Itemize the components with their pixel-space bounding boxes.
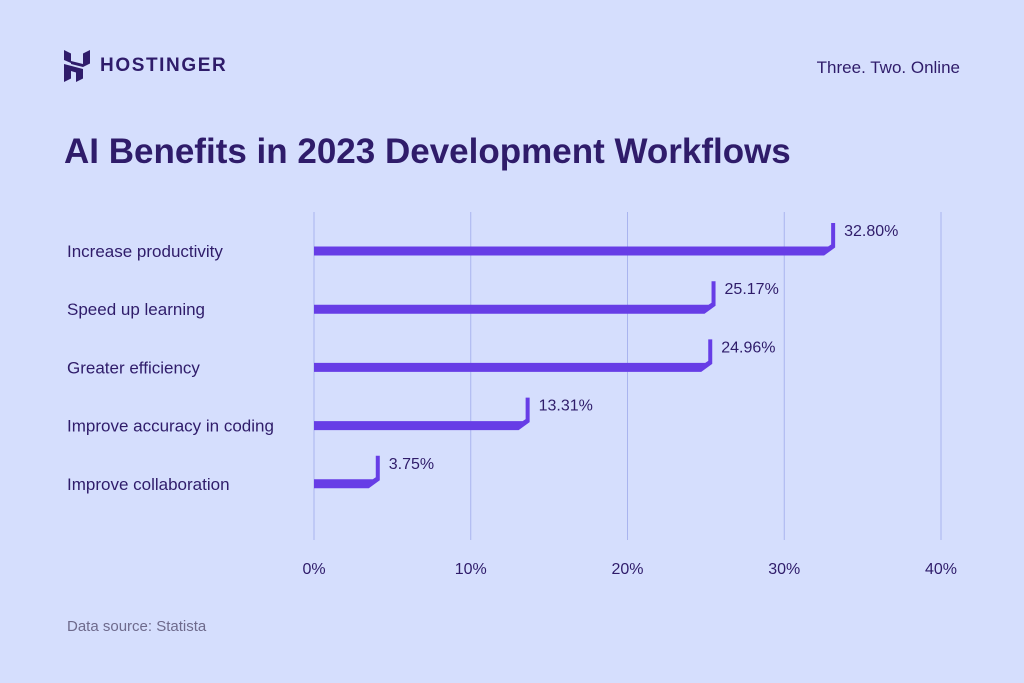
x-tick-label: 0% [302, 561, 325, 578]
bar [314, 223, 836, 256]
bar [314, 339, 713, 372]
chart-title: AI Benefits in 2023 Development Workflow… [64, 132, 791, 171]
x-tick-label: 20% [611, 561, 643, 578]
category-label: Increase productivity [67, 242, 223, 261]
value-label: 13.31% [539, 398, 593, 415]
hostinger-logo-icon [64, 50, 90, 82]
bar [314, 455, 380, 489]
data-source: Data source: Statista [67, 618, 207, 635]
value-label: 32.80% [844, 223, 898, 240]
category-label: Improve collaboration [67, 475, 230, 494]
bar [314, 397, 530, 431]
x-tick-label: 10% [455, 561, 487, 578]
value-label: 3.75% [389, 456, 434, 473]
category-label: Greater efficiency [67, 358, 200, 377]
value-label: 24.96% [721, 339, 775, 356]
brand-name: HOSTINGER [100, 55, 228, 76]
category-label: Speed up learning [67, 300, 205, 319]
value-label: 25.17% [725, 281, 779, 298]
brand: HOSTINGER [64, 50, 227, 82]
tagline: Three. Two. Online [816, 58, 960, 77]
x-tick-label: 30% [768, 561, 800, 578]
bar [314, 281, 716, 314]
x-tick-label: 40% [925, 561, 957, 578]
category-label: Improve accuracy in coding [67, 417, 274, 436]
bar-chart: 0% 10% 20% 30% 40% Increase productivity 32.80… [67, 212, 957, 578]
